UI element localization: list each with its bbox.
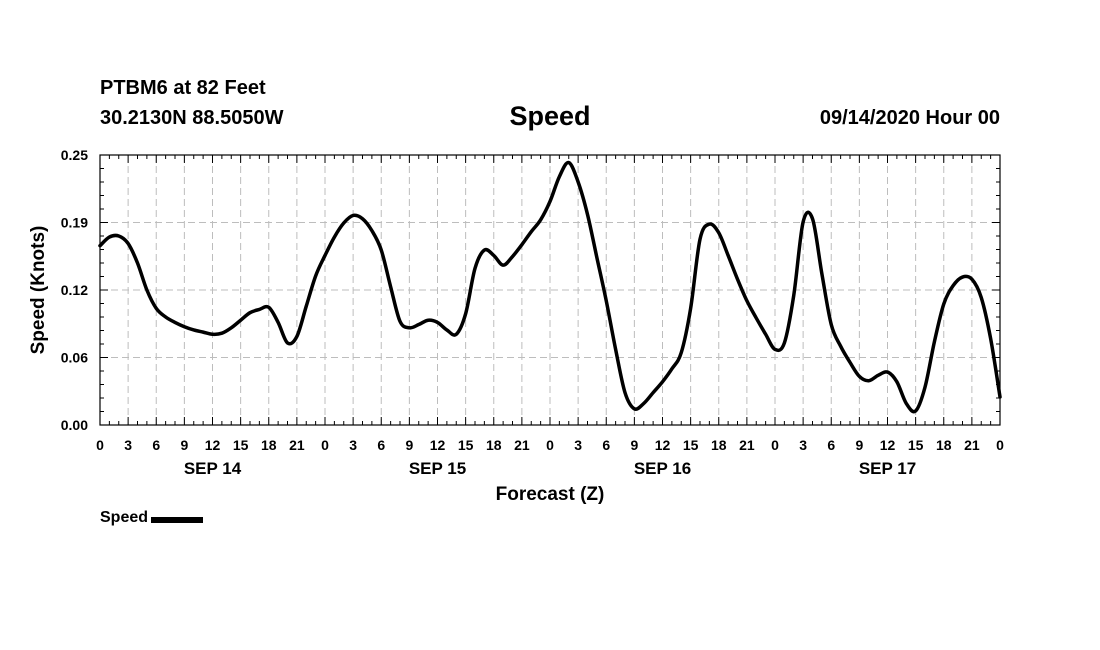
x-tick-label: 9	[855, 437, 863, 453]
day-label: SEP 17	[859, 459, 916, 478]
station-label: PTBM6 at 82 Feet	[100, 77, 266, 99]
x-tick-label: 18	[486, 437, 502, 453]
legend-swatch	[151, 516, 204, 523]
x-tick-label: 9	[180, 437, 188, 453]
x-tick-label: 9	[405, 437, 413, 453]
x-tick-label: 21	[739, 437, 755, 453]
x-tick-label: 21	[514, 437, 530, 453]
x-tick-label: 6	[602, 437, 610, 453]
x-tick-label: 3	[799, 437, 807, 453]
axis-ticks	[99, 154, 1001, 426]
x-tick-label: 18	[261, 437, 277, 453]
x-tick-label: 9	[630, 437, 638, 453]
x-tick-label: 12	[430, 437, 446, 453]
y-tick-label: 0.12	[61, 282, 88, 298]
x-tick-label: 15	[458, 437, 474, 453]
x-tick-label: 0	[771, 437, 779, 453]
y-axis-title: Speed (Knots)	[28, 226, 49, 355]
x-tick-label: 3	[349, 437, 357, 453]
y-tick-label: 0.19	[61, 215, 88, 231]
y-tick-label: 0.06	[61, 350, 88, 366]
x-tick-labels: 0 3 6 9 12 15 18 21 0 3 6 9 12 15 18 21 0 3 6 9 12 15 18 21 0 3 6 9…	[96, 437, 1004, 453]
day-label: SEP 15	[409, 459, 466, 478]
grid	[100, 155, 1000, 425]
x-tick-label: 0	[546, 437, 554, 453]
x-tick-label: 6	[377, 437, 385, 453]
plot-frame	[99, 154, 1001, 426]
x-tick-label: 12	[205, 437, 221, 453]
forecast-datetime: 09/14/2020 Hour 00	[819, 107, 1000, 129]
chart-title: Speed	[509, 101, 591, 131]
x-tick-label: 3	[124, 437, 132, 453]
x-tick-label: 0	[996, 437, 1004, 453]
coordinates-label: 30.2130N 88.5050W	[100, 107, 284, 129]
x-tick-label: 6	[827, 437, 835, 453]
x-tick-label: 6	[152, 437, 160, 453]
day-labels: SEP 14 SEP 15 SEP 16 SEP 17	[184, 459, 916, 478]
legend: Speed	[100, 509, 204, 527]
x-tick-label: 18	[711, 437, 727, 453]
speed-series-line	[98, 160, 1002, 414]
x-tick-label: 21	[289, 437, 305, 453]
day-label: SEP 14	[184, 459, 242, 478]
y-tick-labels: 0.00 0.06 0.12 0.19 0.25	[61, 147, 88, 433]
x-tick-label: 0	[96, 437, 104, 453]
x-tick-label: 12	[655, 437, 671, 453]
x-tick-label: 15	[683, 437, 699, 453]
series-layer	[98, 160, 1002, 414]
x-tick-label: 3	[574, 437, 582, 453]
x-tick-label: 15	[908, 437, 924, 453]
y-tick-label: 0.00	[61, 417, 88, 433]
legend-label: Speed	[100, 509, 149, 526]
day-label: SEP 16	[634, 459, 691, 478]
x-tick-label: 15	[233, 437, 249, 453]
x-axis-title: Forecast (Z)	[496, 484, 605, 505]
x-tick-label: 21	[964, 437, 980, 453]
x-tick-label: 18	[936, 437, 952, 453]
x-tick-label: 0	[321, 437, 329, 453]
y-tick-label: 0.25	[61, 147, 88, 163]
x-tick-label: 12	[880, 437, 896, 453]
